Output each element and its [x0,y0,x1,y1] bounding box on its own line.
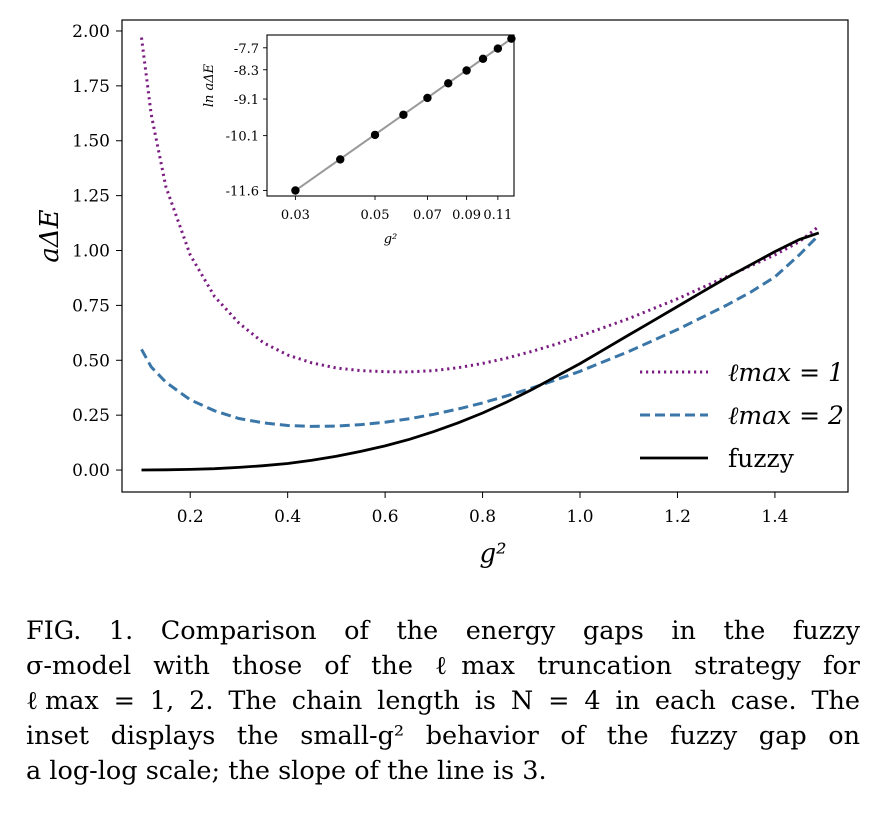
inset-data-point [462,66,471,75]
main-plot-frame [121,19,849,493]
main-x-tick-label: 0.8 [469,507,496,527]
figure: 0.2 0.4 0.6 0.8 1.0 1.2 1.4 0.00 0.25 0.50 0.75 1.0… [35,19,849,569]
main-y-tick-label: 1.50 [72,132,110,152]
main-x-tick-label: 1.0 [566,507,593,527]
main-y-tick-label: 0.50 [72,351,110,371]
caption-line-1: FIG. 1. Comparison of the energy gaps in… [26,616,860,646]
main-y-tick-label: 2.00 [72,22,110,42]
main-x-tick-label: 0.6 [372,507,399,527]
series-line-2 [140,234,820,428]
inset-y-tick-label: -11.6 [226,185,259,200]
inset-plot: 0.03 0.05 0.07 0.09 0.11 -11.6 -10.1 -9.1 -8.3 -7… [202,34,516,247]
main-x-axis-label: g² [479,539,506,569]
caption-line-2: σ-model with those of the ℓmax truncatio… [26,651,860,681]
caption-line-4: inset displays the small-g² behavior of … [26,721,860,751]
inset-x-tick-label: 0.11 [483,208,512,223]
legend-label-2: ℓmax = 2 [728,401,844,430]
series-line-3 [141,231,820,472]
legend-label-1: ℓmax = 1 [728,358,844,387]
figure-caption: FIG. 1. Comparison of the energy gaps in… [26,614,860,789]
main-y-tick-label: 0.75 [72,296,110,316]
series-line-1 [140,37,820,374]
main-y-tick-label: 1.75 [72,77,110,97]
inset-data-point [478,54,488,63]
main-x-tick-label: 1.4 [761,507,788,527]
main-x-tick-label: 1.2 [664,507,691,527]
inset-x-tick-label: 0.03 [281,208,310,223]
inset-x-axis-label: g² [384,232,398,247]
inset-data-point [370,130,380,140]
inset-data-point [493,44,503,53]
inset-x-tick-label: 0.07 [413,208,442,223]
main-plot: 0.2 0.4 0.6 0.8 1.0 1.2 1.4 0.00 0.25 0.50 0.75 1.0… [35,19,849,569]
main-y-tick-label: 0.25 [72,406,110,426]
inset-y-tick-label: -7.7 [234,42,259,57]
inset-data-point [291,186,300,195]
legend-label-3: fuzzy [728,444,795,473]
inset-x-tick-label: 0.09 [452,208,481,223]
caption-line-3: ℓmax = 1, 2. The chain length is N = 4 i… [26,686,860,716]
inset-frame [266,34,515,197]
inset-data-point [336,155,345,164]
inset-x-tick-label: 0.05 [361,208,390,223]
main-y-tick-label: 0.00 [72,461,110,481]
inset-data-point [423,93,432,103]
main-x-tick-label: 0.2 [177,507,204,527]
main-y-tick-label: 1.00 [72,242,110,262]
main-y-axis-label: aΔE [35,209,65,262]
inset-data-point [399,110,408,119]
inset-y-tick-label: -8.3 [234,64,259,79]
inset-y-tick-label: -9.1 [234,93,259,108]
inset-y-tick-label: -10.1 [226,130,259,145]
caption-line-5: a log-log scale; the slope of the line i… [26,756,547,786]
inset-data-point [507,34,516,43]
inset-y-axis-label: ln aΔE [202,63,217,107]
main-y-tick-label: 1.25 [72,187,110,207]
inset-data-point [444,79,453,88]
main-x-tick-label: 0.4 [274,507,301,527]
